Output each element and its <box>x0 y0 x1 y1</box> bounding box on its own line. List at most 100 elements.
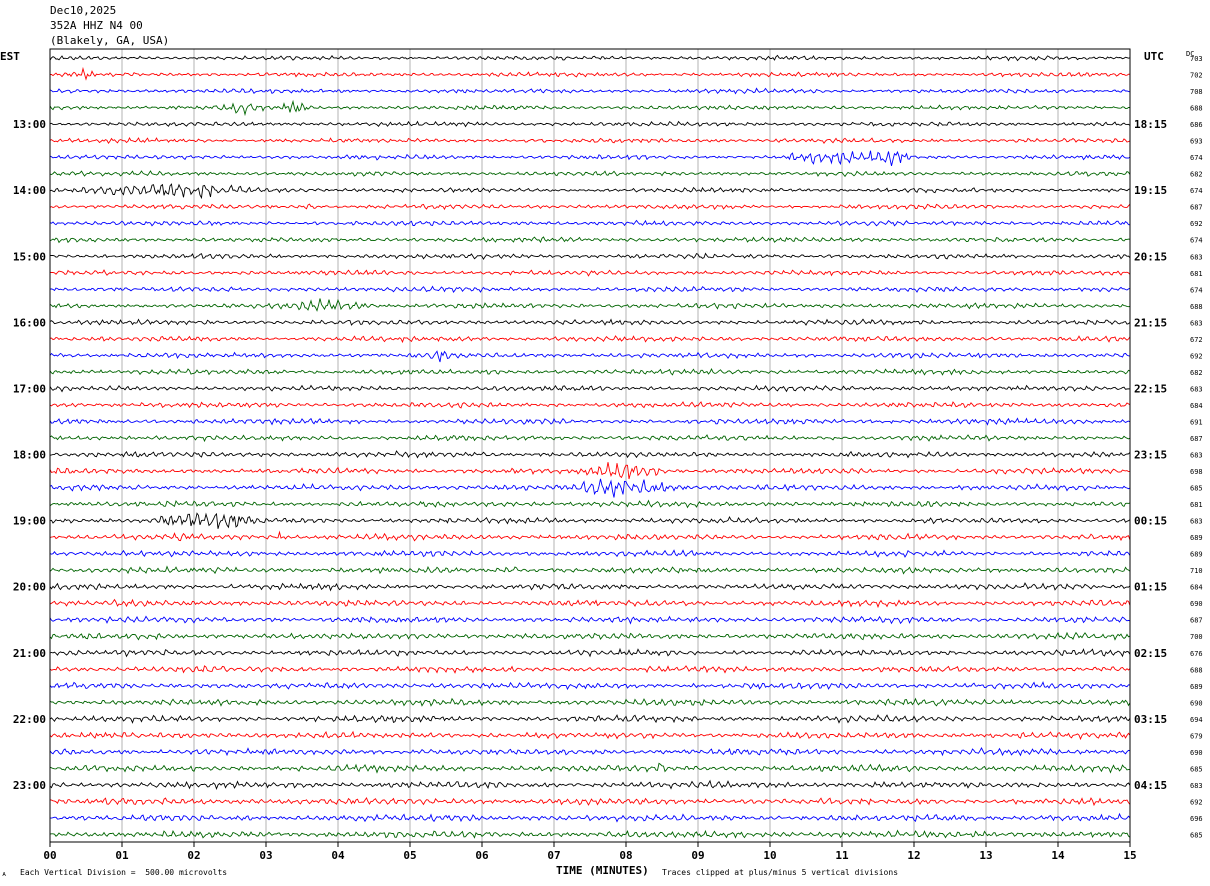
corner-mark: ᴀ <box>2 870 7 878</box>
dc-offset-45: 692 <box>1190 798 1203 806</box>
trace-40 <box>49 714 1131 724</box>
trace-19 <box>49 367 1131 376</box>
dc-header-label: DC <box>1186 50 1195 58</box>
dc-offset-43: 685 <box>1190 765 1203 773</box>
x-tick-label-02: 02 <box>187 849 200 862</box>
trace-12 <box>49 252 1131 260</box>
hour-label-left-23:00: 23:00 <box>13 779 46 792</box>
seismic-traces <box>49 54 1131 839</box>
trace-16 <box>49 318 1131 326</box>
trace-11 <box>49 236 1131 244</box>
hour-label-right-19:15: 19:15 <box>1134 184 1167 197</box>
dc-offset-38: 689 <box>1190 683 1203 691</box>
trace-37 <box>49 665 1131 674</box>
dc-offset-26: 685 <box>1190 485 1203 493</box>
trace-33 <box>49 598 1131 609</box>
grid-lines <box>121 49 1059 842</box>
dc-offset-15: 688 <box>1190 303 1203 311</box>
dc-offset-35: 700 <box>1190 633 1203 641</box>
trace-36 <box>49 647 1131 658</box>
dc-offset-19: 682 <box>1190 369 1203 377</box>
dc-offset-16: 683 <box>1190 319 1203 327</box>
x-tick-label-06: 06 <box>475 849 489 862</box>
trace-4 <box>49 120 1131 128</box>
hour-label-left-20:00: 20:00 <box>13 581 46 594</box>
hour-labels: 13:00 14:00 15:00 16:00 17:00 18:00 19:00 20:00… <box>13 118 1167 792</box>
trace-31 <box>49 565 1131 575</box>
dc-offset-27: 681 <box>1190 501 1203 509</box>
trace-7 <box>49 170 1131 178</box>
trace-45 <box>49 796 1131 807</box>
dc-offset-24: 683 <box>1190 452 1203 460</box>
dc-offset-0: 703 <box>1190 55 1203 63</box>
x-tick-label-14: 14 <box>1051 849 1065 862</box>
trace-14 <box>49 285 1131 293</box>
dc-offset-36: 676 <box>1190 650 1203 658</box>
x-tick-label-00: 00 <box>43 849 56 862</box>
hour-label-left-17:00: 17:00 <box>13 382 46 395</box>
dc-offset-20: 683 <box>1190 385 1203 393</box>
trace-35 <box>49 631 1131 641</box>
hour-label-right-03:15: 03:15 <box>1134 713 1167 726</box>
timezone-left-label: EST <box>0 50 20 63</box>
trace-24 <box>49 450 1131 459</box>
hour-label-left-22:00: 22:00 <box>13 713 46 726</box>
timezone-right-label: UTC <box>1144 50 1164 63</box>
x-tick-label-13: 13 <box>979 849 992 862</box>
trace-17 <box>49 335 1131 344</box>
trace-47 <box>49 829 1131 839</box>
dc-offset-2: 708 <box>1190 88 1203 96</box>
dc-offset-40: 694 <box>1190 716 1203 724</box>
x-tick-label-09: 09 <box>691 849 704 862</box>
dc-offset-28: 683 <box>1190 518 1203 526</box>
dc-offset-44: 683 <box>1190 782 1203 790</box>
dc-offset-29: 689 <box>1190 534 1203 542</box>
dc-offset-4: 686 <box>1190 121 1203 129</box>
trace-5 <box>49 137 1131 145</box>
trace-9 <box>49 203 1131 211</box>
x-tick-label-08: 08 <box>619 849 632 862</box>
trace-0 <box>49 54 1131 62</box>
dc-offset-25: 698 <box>1190 468 1203 476</box>
dc-offset-21: 684 <box>1190 402 1203 410</box>
trace-20 <box>49 384 1131 393</box>
dc-offset-labels: 703 702 708 688 686 693 674 682 674 687 692 674 683 6… <box>1190 55 1203 839</box>
dc-offset-3: 688 <box>1190 105 1203 113</box>
hour-label-left-18:00: 18:00 <box>13 449 46 462</box>
plot-date: Dec10,2025 <box>50 4 117 17</box>
trace-46 <box>50 812 1131 823</box>
dc-offset-47: 685 <box>1190 831 1203 839</box>
dc-offset-30: 689 <box>1190 551 1203 559</box>
hour-label-right-04:15: 04:15 <box>1134 779 1167 792</box>
dc-offset-18: 692 <box>1190 352 1203 360</box>
trace-43 <box>49 762 1131 774</box>
trace-39 <box>49 697 1131 707</box>
hour-label-right-20:15: 20:15 <box>1134 250 1167 263</box>
station-location: (Blakely, GA, USA) <box>50 34 170 47</box>
trace-26 <box>49 478 1131 498</box>
station-code: 352A HHZ N4 00 <box>50 19 143 32</box>
dc-offset-37: 688 <box>1190 666 1203 674</box>
trace-25 <box>49 462 1130 480</box>
plot-frame <box>49 48 1131 843</box>
trace-30 <box>49 549 1131 558</box>
dc-offset-9: 687 <box>1190 204 1203 212</box>
trace-23 <box>49 434 1131 443</box>
hour-label-left-19:00: 19:00 <box>13 515 46 528</box>
trace-27 <box>49 499 1131 509</box>
dc-offset-22: 691 <box>1190 418 1203 426</box>
dc-offset-32: 684 <box>1190 584 1203 592</box>
hour-label-right-22:15: 22:15 <box>1134 382 1167 395</box>
dc-offset-23: 687 <box>1190 435 1203 443</box>
trace-8 <box>49 183 1131 200</box>
dc-offset-7: 682 <box>1190 171 1203 179</box>
trace-44 <box>49 779 1131 790</box>
dc-offset-31: 710 <box>1190 567 1203 575</box>
clipping-note: Traces clipped at plus/minus 5 vertical … <box>662 868 899 877</box>
trace-10 <box>49 219 1131 227</box>
hour-label-right-02:15: 02:15 <box>1134 647 1167 660</box>
hour-label-left-13:00: 13:00 <box>13 118 46 131</box>
dc-offset-33: 690 <box>1190 600 1203 608</box>
trace-22 <box>49 417 1131 426</box>
hour-label-left-16:00: 16:00 <box>13 316 46 329</box>
